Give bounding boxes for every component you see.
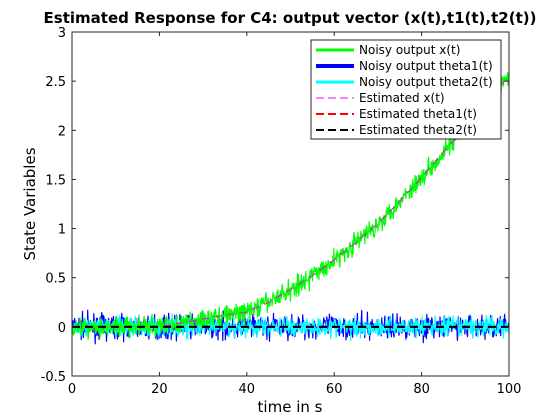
- legend-label: Estimated theta1(t): [359, 107, 477, 121]
- plot-frame: [71, 31, 510, 377]
- y-axis-label: State Variables: [21, 147, 39, 260]
- y-tick-label: 0.5: [45, 272, 66, 287]
- x-tick-label: 0: [68, 382, 76, 397]
- legend-label: Estimated theta2(t): [359, 123, 477, 137]
- x-tick-label: 40: [239, 382, 256, 397]
- x-tick-label: 80: [413, 382, 430, 397]
- y-axis: -0.5 0 0.5 1 1.5 2 2.5 3: [41, 26, 509, 385]
- x-axis: 0 20 40 60 80 100: [68, 32, 522, 397]
- y-tick-label: 2.5: [45, 75, 66, 90]
- legend-label: Noisy output x(t): [359, 43, 460, 57]
- x-tick-label: 60: [326, 382, 343, 397]
- x-tick-label: 20: [151, 382, 168, 397]
- legend-label: Estimated x(t): [359, 91, 445, 105]
- y-tick-label: 1.5: [45, 173, 66, 188]
- series-layer: [72, 71, 509, 345]
- series-line-3: [72, 75, 509, 328]
- x-tick-label: 100: [497, 382, 522, 397]
- y-tick-label: 0: [58, 321, 66, 336]
- y-tick-label: 2: [58, 124, 66, 139]
- legend-box: [310, 39, 502, 140]
- legend-label: Noisy output theta1(t): [359, 59, 493, 73]
- y-tick-label: 3: [58, 26, 66, 41]
- y-tick-label: -0.5: [41, 370, 66, 385]
- chart-title: Estimated Response for C4: output vector…: [44, 9, 537, 27]
- legend: Noisy output x(t) Noisy output theta1(t) N…: [310, 39, 502, 140]
- legend-label: Noisy output theta2(t): [359, 75, 493, 89]
- x-axis-label: time in s: [258, 398, 323, 416]
- y-tick-label: 1: [58, 223, 66, 238]
